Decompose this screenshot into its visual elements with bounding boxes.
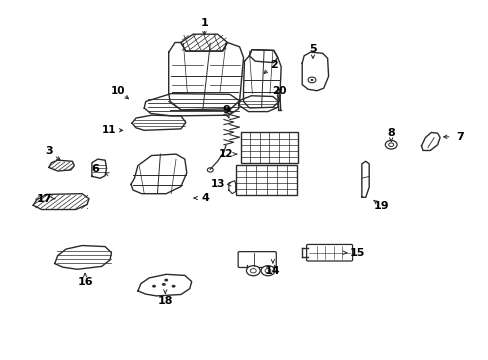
Polygon shape [228, 181, 235, 194]
Polygon shape [302, 52, 328, 91]
Text: 2: 2 [269, 60, 277, 70]
Text: 6: 6 [91, 164, 99, 174]
Text: 18: 18 [157, 296, 173, 306]
Circle shape [162, 283, 165, 286]
Text: 8: 8 [386, 128, 394, 138]
Polygon shape [138, 274, 191, 296]
Circle shape [207, 168, 213, 172]
Text: 19: 19 [373, 201, 388, 211]
Polygon shape [249, 50, 277, 63]
Polygon shape [238, 96, 278, 112]
Circle shape [171, 285, 175, 288]
Circle shape [388, 143, 393, 147]
Polygon shape [92, 159, 106, 178]
Text: 12: 12 [218, 149, 233, 159]
Circle shape [152, 285, 156, 288]
Bar [235, 165, 297, 195]
FancyBboxPatch shape [306, 244, 352, 261]
Text: 20: 20 [272, 86, 286, 96]
Text: 11: 11 [102, 125, 117, 135]
Polygon shape [144, 94, 239, 116]
Text: 7: 7 [455, 132, 463, 142]
Circle shape [385, 140, 396, 149]
Text: 4: 4 [201, 193, 209, 203]
Text: 16: 16 [77, 276, 93, 287]
Text: 10: 10 [111, 86, 125, 96]
Bar [240, 132, 298, 163]
Text: 3: 3 [45, 146, 53, 156]
Circle shape [250, 269, 256, 273]
Circle shape [164, 279, 168, 282]
Text: 14: 14 [264, 266, 280, 276]
Polygon shape [131, 154, 186, 194]
Circle shape [307, 77, 315, 83]
Polygon shape [132, 115, 185, 130]
Polygon shape [243, 50, 281, 108]
Text: 9: 9 [222, 105, 229, 115]
Circle shape [261, 266, 274, 276]
Text: 13: 13 [210, 179, 225, 189]
Polygon shape [33, 194, 89, 210]
Polygon shape [181, 34, 227, 51]
Text: 17: 17 [36, 194, 52, 204]
Text: 15: 15 [348, 248, 364, 258]
Polygon shape [168, 42, 243, 110]
Circle shape [310, 79, 313, 81]
Polygon shape [421, 132, 439, 150]
FancyBboxPatch shape [238, 252, 276, 267]
Polygon shape [49, 160, 74, 171]
Text: 5: 5 [308, 44, 316, 54]
Polygon shape [361, 161, 368, 197]
Text: 1: 1 [200, 18, 208, 28]
Circle shape [264, 269, 270, 273]
Circle shape [246, 266, 260, 276]
Polygon shape [55, 246, 111, 269]
